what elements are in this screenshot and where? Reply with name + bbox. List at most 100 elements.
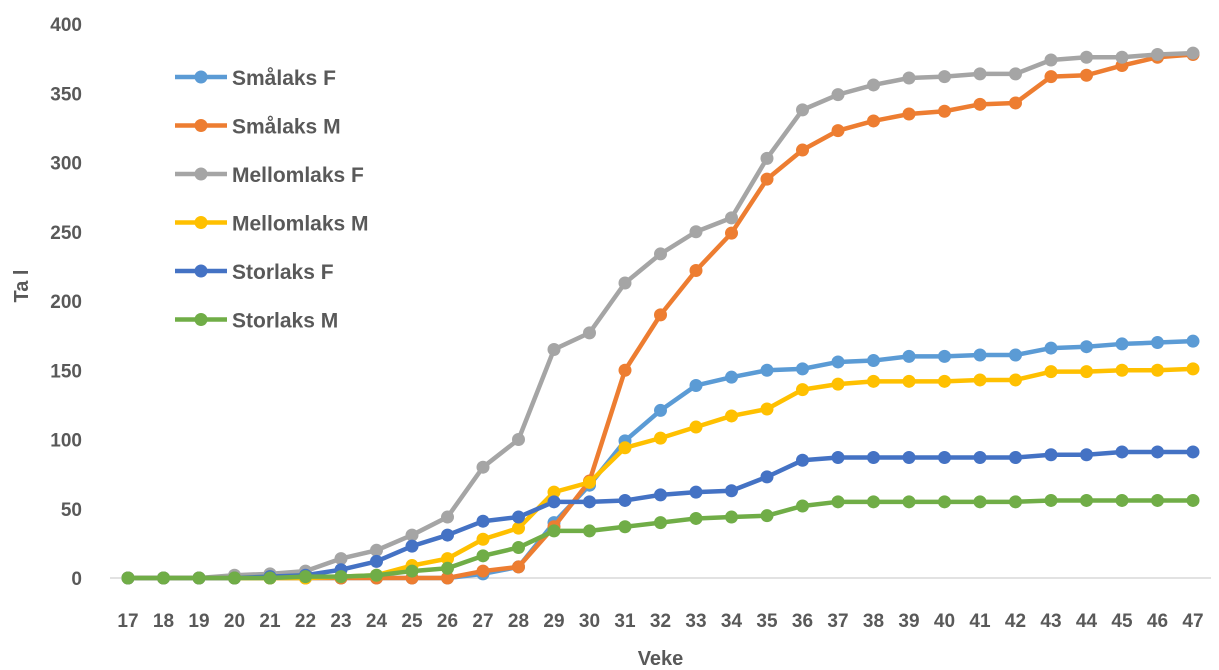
data-point <box>689 485 703 499</box>
data-point <box>689 511 703 525</box>
data-point <box>618 441 632 455</box>
data-point <box>796 103 809 117</box>
legend-label: Mellomlaks M <box>232 213 369 236</box>
data-point <box>654 308 667 322</box>
data-point <box>689 378 703 392</box>
data-point <box>938 451 951 465</box>
x-axis-title: Veke <box>638 648 684 670</box>
data-point <box>760 363 774 377</box>
series-line <box>125 366 1196 581</box>
data-point <box>867 78 880 92</box>
y-axis-ticks: 0 50 100 150 200 250 300 350 400 <box>50 15 82 590</box>
data-point <box>902 71 916 85</box>
y-tick-label: 250 <box>50 223 82 244</box>
data-point <box>1115 337 1129 351</box>
data-point <box>547 495 561 509</box>
data-point <box>902 495 916 509</box>
y-tick-label: 50 <box>61 500 82 521</box>
data-point <box>512 510 525 524</box>
x-tick-label: 32 <box>650 611 671 632</box>
data-point <box>334 570 348 584</box>
data-point <box>618 520 632 534</box>
data-point <box>1186 46 1200 60</box>
data-point <box>476 532 490 546</box>
y-tick-label: 400 <box>50 15 82 36</box>
data-point <box>654 403 667 417</box>
x-tick-label: 31 <box>614 611 636 632</box>
legend-swatch-marker <box>194 216 208 229</box>
series-smålaks-f <box>121 334 1200 585</box>
data-point <box>512 521 525 535</box>
data-point <box>441 528 454 542</box>
x-tick-label: 17 <box>117 611 138 632</box>
data-point <box>370 543 383 557</box>
data-point <box>1115 445 1129 459</box>
data-point <box>157 571 170 585</box>
data-point <box>689 420 703 434</box>
data-point <box>938 70 951 84</box>
data-point <box>902 451 916 465</box>
x-tick-label: 41 <box>969 611 991 632</box>
data-point <box>618 276 632 290</box>
data-point <box>405 564 419 578</box>
data-point <box>441 510 454 524</box>
data-point <box>973 67 987 81</box>
data-point <box>299 570 312 584</box>
x-tick-label: 20 <box>224 611 245 632</box>
legend-swatch-marker <box>194 313 208 326</box>
x-tick-label: 22 <box>295 611 316 632</box>
legend-item: Storlaks M <box>175 310 338 333</box>
legend-swatch-marker <box>194 264 208 278</box>
data-point <box>1080 448 1093 462</box>
data-point <box>867 354 880 368</box>
data-point <box>192 571 206 585</box>
x-tick-label: 21 <box>259 611 281 632</box>
x-tick-label: 23 <box>330 611 351 632</box>
data-point <box>902 349 916 363</box>
data-point <box>618 493 632 507</box>
data-point <box>654 247 667 261</box>
data-point <box>441 571 454 585</box>
x-tick-label: 29 <box>543 611 564 632</box>
data-point <box>1080 50 1093 64</box>
data-point <box>1080 365 1093 379</box>
data-point <box>512 541 525 555</box>
data-point <box>1009 451 1022 465</box>
x-tick-label: 39 <box>898 611 919 632</box>
legend-swatch-marker <box>194 119 208 132</box>
data-point <box>334 552 348 566</box>
data-point <box>1080 68 1093 82</box>
data-point <box>760 151 774 165</box>
data-point <box>760 509 774 523</box>
x-tick-label: 26 <box>437 611 458 632</box>
legend-swatch-marker <box>194 70 208 84</box>
legend-item: Storlaks F <box>175 261 334 284</box>
data-point <box>831 377 845 391</box>
legend-label: Smålaks F <box>232 67 336 90</box>
x-tick-label: 24 <box>366 611 388 632</box>
data-point <box>1009 348 1022 362</box>
data-point <box>512 560 525 574</box>
data-point <box>1186 445 1200 459</box>
data-point <box>1044 365 1058 379</box>
data-point <box>796 453 809 467</box>
x-axis-ticks: 17 18 19 20 21 22 23 24 25 26 27 28 29 30 31 32 33 34 35 36… <box>117 611 1203 632</box>
data-point <box>867 114 880 128</box>
data-point <box>654 516 667 530</box>
data-point <box>1151 47 1164 61</box>
data-point <box>441 552 454 566</box>
y-tick-label: 300 <box>50 154 82 175</box>
data-point <box>1151 493 1164 507</box>
data-point <box>725 510 738 524</box>
data-point <box>831 495 845 509</box>
data-point <box>476 564 490 578</box>
y-tick-label: 0 <box>71 569 82 590</box>
series-line <box>125 498 1196 581</box>
data-point <box>1009 373 1022 387</box>
data-point <box>973 495 987 509</box>
series-line <box>125 449 1196 581</box>
data-point <box>902 107 916 121</box>
x-tick-label: 33 <box>685 611 706 632</box>
data-point <box>796 499 809 513</box>
